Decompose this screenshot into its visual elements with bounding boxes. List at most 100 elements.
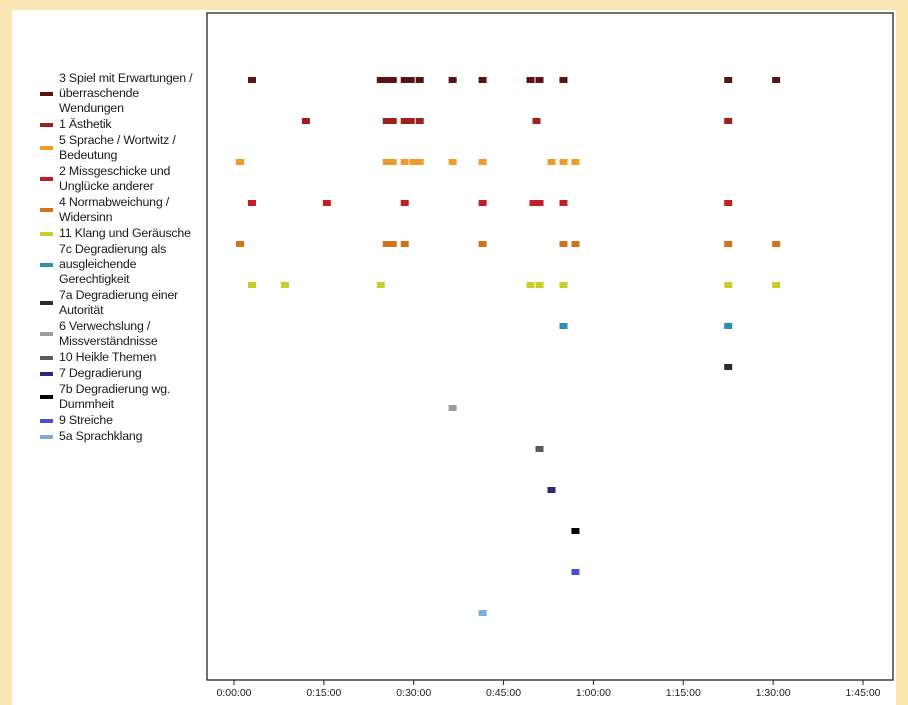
legend-item: 7a Degradierung einer Autorität xyxy=(40,288,206,318)
data-point xyxy=(532,118,541,124)
x-tick-label: 0:30:00 xyxy=(396,687,431,699)
data-point xyxy=(478,77,487,83)
legend-swatch xyxy=(40,372,53,376)
plot-frame xyxy=(206,12,894,681)
data-point xyxy=(448,405,457,411)
legend-label: 11 Klang und Geräusche xyxy=(59,226,191,240)
legend-swatch xyxy=(40,232,53,236)
legend-label: 9 Streiche xyxy=(59,413,113,427)
legend-label: 6 Verwechslung / Missverständnisse xyxy=(59,319,158,348)
data-point xyxy=(535,77,544,83)
data-point xyxy=(772,282,781,288)
legend-label: 7c Degradierung als ausgleichende Gerech… xyxy=(59,242,167,286)
data-point xyxy=(235,241,244,247)
data-point xyxy=(247,282,256,288)
data-point xyxy=(724,200,733,206)
legend: 3 Spiel mit Erwartungen / überraschende … xyxy=(40,71,206,445)
legend-swatch xyxy=(40,332,53,336)
legend-swatch xyxy=(40,208,53,212)
legend-item: 5 Sprache / Wortwitz / Bedeutung xyxy=(40,133,206,163)
data-point xyxy=(448,159,457,165)
x-tick-label: 0:00:00 xyxy=(216,687,251,699)
legend-swatch xyxy=(40,177,53,181)
data-point xyxy=(478,241,487,247)
legend-label: 2 Missgeschicke und Unglücke anderer xyxy=(59,164,171,193)
data-point xyxy=(382,118,391,124)
data-point xyxy=(415,77,424,83)
legend-item: 7c Degradierung als ausgleichende Gerech… xyxy=(40,242,206,287)
legend-swatch xyxy=(40,356,53,360)
legend-item: 6 Verwechslung / Missverständnisse xyxy=(40,319,206,349)
data-point xyxy=(772,241,781,247)
data-point xyxy=(322,200,331,206)
legend-label: 5 Sprache / Wortwitz / Bedeutung xyxy=(59,133,176,162)
legend-item: 9 Streiche xyxy=(40,413,206,428)
data-point xyxy=(247,77,256,83)
data-point xyxy=(559,282,568,288)
data-point xyxy=(400,159,409,165)
legend-item: 4 Normabweichung / Widersinn xyxy=(40,195,206,225)
data-point xyxy=(571,528,580,534)
data-point xyxy=(724,77,733,83)
data-point xyxy=(724,241,733,247)
data-point xyxy=(526,282,535,288)
data-point xyxy=(415,159,424,165)
data-point xyxy=(400,77,409,83)
data-point xyxy=(388,118,397,124)
data-point xyxy=(406,77,415,83)
data-point xyxy=(529,200,538,206)
data-point xyxy=(388,159,397,165)
figure-background xyxy=(12,10,896,705)
legend-item: 7 Degradierung xyxy=(40,366,206,381)
legend-label: 10 Heikle Themen xyxy=(59,350,157,364)
data-point xyxy=(547,159,556,165)
data-point xyxy=(724,282,733,288)
data-point xyxy=(448,77,457,83)
legend-item: 2 Missgeschicke und Unglücke anderer xyxy=(40,164,206,194)
data-point xyxy=(724,323,733,329)
legend-label: 7a Degradierung einer Autorität xyxy=(59,288,179,317)
data-point xyxy=(772,77,781,83)
data-point xyxy=(478,610,487,616)
legend-item: 10 Heikle Themen xyxy=(40,350,206,365)
data-point xyxy=(559,77,568,83)
data-point xyxy=(400,241,409,247)
legend-swatch xyxy=(40,419,53,423)
data-point xyxy=(535,200,544,206)
legend-item: 11 Klang und Geräusche xyxy=(40,226,206,241)
legend-item: 3 Spiel mit Erwartungen / überraschende … xyxy=(40,71,206,116)
data-point xyxy=(526,77,535,83)
data-point xyxy=(559,200,568,206)
legend-swatch xyxy=(40,301,53,305)
data-point xyxy=(388,77,397,83)
legend-swatch xyxy=(40,435,53,439)
data-point xyxy=(535,446,544,452)
x-tick-label: 0:45:00 xyxy=(486,687,521,699)
x-tick-label: 1:30:00 xyxy=(756,687,791,699)
data-point xyxy=(547,487,556,493)
data-point xyxy=(559,159,568,165)
legend-swatch xyxy=(40,92,53,96)
legend-item: 1 Ästhetik xyxy=(40,117,206,132)
x-tick-label: 1:15:00 xyxy=(666,687,701,699)
data-point xyxy=(571,569,580,575)
x-tick-label: 1:45:00 xyxy=(845,687,880,699)
legend-swatch xyxy=(40,123,53,127)
data-point xyxy=(280,282,289,288)
legend-item: 5a Sprachklang xyxy=(40,429,206,444)
data-point xyxy=(406,118,415,124)
data-point xyxy=(376,77,385,83)
data-point xyxy=(235,159,244,165)
data-point xyxy=(724,118,733,124)
x-tick-label: 0:15:00 xyxy=(306,687,341,699)
data-point xyxy=(388,241,397,247)
legend-label: 4 Normabweichung / Widersinn xyxy=(59,195,170,224)
legend-swatch xyxy=(40,263,53,267)
legend-label: 7 Degradierung xyxy=(59,366,142,380)
legend-label: 3 Spiel mit Erwartungen / überraschende … xyxy=(59,71,193,115)
data-point xyxy=(376,282,385,288)
legend-label: 5a Sprachklang xyxy=(59,429,143,443)
data-point xyxy=(400,200,409,206)
legend-swatch xyxy=(40,395,53,399)
data-point xyxy=(247,200,256,206)
